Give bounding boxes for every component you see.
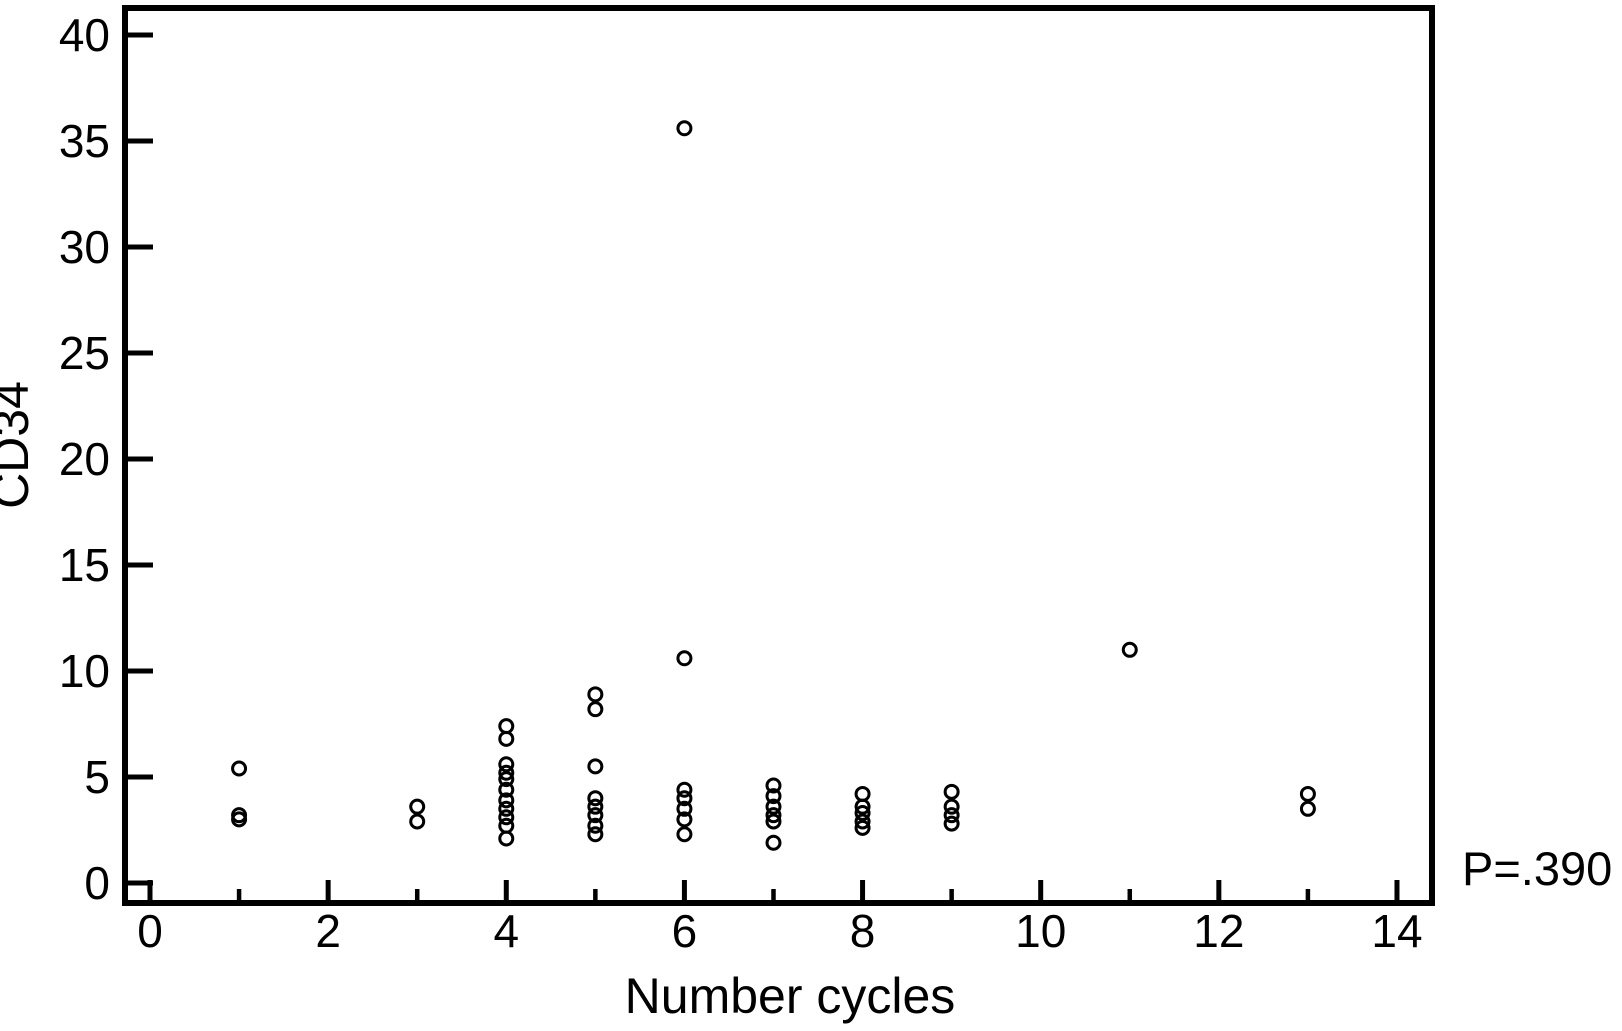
data-point	[498, 756, 515, 773]
data-point	[765, 798, 782, 815]
y-tick-label: 25	[59, 327, 110, 379]
p-value-annotation: P=.390	[1462, 842, 1612, 895]
data-point	[231, 760, 248, 777]
data-point	[765, 813, 782, 830]
data-point	[587, 686, 604, 703]
data-point	[498, 781, 515, 798]
data-point	[943, 807, 960, 824]
data-point	[498, 809, 515, 826]
data-point	[498, 718, 515, 735]
y-tick-label: 0	[84, 857, 110, 909]
data-point	[587, 790, 604, 807]
data-point	[676, 650, 693, 667]
data-point	[943, 798, 960, 815]
y-tick-label: 20	[59, 433, 110, 485]
data-point	[498, 730, 515, 747]
data-point	[498, 792, 515, 809]
y-tick-label: 35	[59, 115, 110, 167]
x-tick-label: 10	[1015, 905, 1066, 957]
data-point	[676, 781, 693, 798]
x-tick-label: 8	[850, 905, 876, 957]
plot-frame	[122, 5, 1435, 906]
data-point	[765, 777, 782, 794]
data-point	[765, 788, 782, 805]
data-point	[854, 785, 871, 802]
data-point	[765, 807, 782, 824]
data-point	[676, 811, 693, 828]
x-axis-title: Number cycles	[625, 968, 956, 1024]
data-point	[676, 790, 693, 807]
data-point	[676, 120, 693, 137]
data-point	[498, 764, 515, 781]
data-point	[587, 826, 604, 843]
data-point	[943, 815, 960, 832]
data-point	[587, 798, 604, 815]
data-point	[498, 830, 515, 847]
data-point	[765, 834, 782, 851]
data-point	[498, 771, 515, 788]
y-tick-label: 5	[84, 751, 110, 803]
data-point	[1299, 785, 1316, 802]
data-point	[854, 819, 871, 836]
data-point	[409, 798, 426, 815]
data-point	[854, 805, 871, 822]
data-point	[854, 813, 871, 830]
data-point	[498, 817, 515, 834]
y-tick-label: 10	[59, 645, 110, 697]
x-tick-label: 0	[137, 905, 163, 957]
x-tick-label: 2	[315, 905, 341, 957]
y-tick-label: 30	[59, 221, 110, 273]
data-point	[1121, 641, 1138, 658]
data-point	[498, 800, 515, 817]
x-tick-label: 12	[1193, 905, 1244, 957]
data-point	[676, 800, 693, 817]
data-point	[676, 826, 693, 843]
data-point	[943, 783, 960, 800]
y-axis-title: CD34	[0, 381, 39, 509]
y-tick-label: 15	[59, 539, 110, 591]
data-point	[587, 758, 604, 775]
y-tick-label: 40	[59, 9, 110, 61]
data-point	[587, 817, 604, 834]
data-point	[587, 807, 604, 824]
x-tick-label: 6	[672, 905, 698, 957]
data-point	[1299, 800, 1316, 817]
x-tick-label: 4	[493, 905, 519, 957]
x-tick-label: 14	[1371, 905, 1422, 957]
data-point	[231, 807, 248, 824]
data-point	[587, 701, 604, 718]
data-point	[409, 813, 426, 830]
